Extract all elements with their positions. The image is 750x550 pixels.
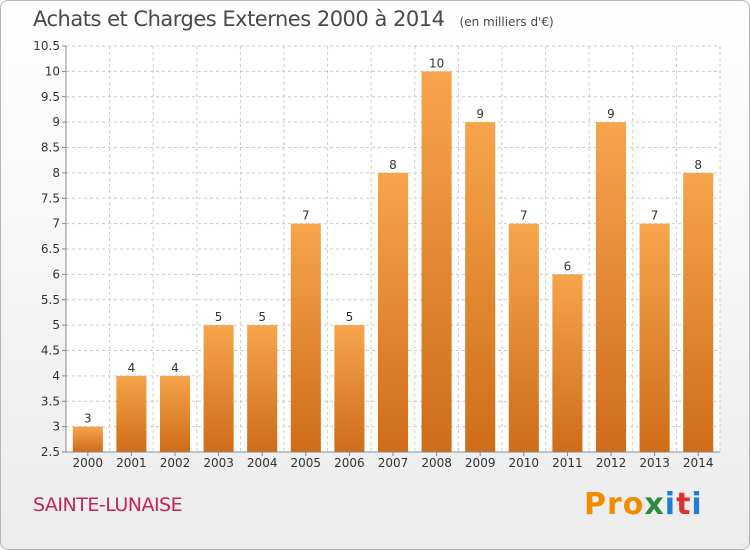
x-tick-label: 2005 bbox=[291, 456, 322, 470]
x-tick-label: 2011 bbox=[552, 456, 583, 470]
y-tick-label: 8 bbox=[52, 166, 60, 180]
bar-value-label: 7 bbox=[302, 209, 310, 223]
x-tick-label: 2013 bbox=[639, 456, 670, 470]
bar bbox=[639, 223, 670, 452]
bar bbox=[508, 223, 539, 452]
y-tick-label: 8.5 bbox=[41, 141, 60, 155]
bar-value-label: 7 bbox=[651, 209, 659, 223]
logo-part: i bbox=[691, 487, 703, 522]
bar-value-label: 7 bbox=[520, 209, 528, 223]
bar-value-label: 10 bbox=[429, 56, 444, 70]
proxiti-logo[interactable]: Proxiti bbox=[584, 487, 703, 522]
x-tick-label: 2002 bbox=[160, 456, 191, 470]
y-tick-label: 2.5 bbox=[41, 445, 60, 459]
logo-part: x bbox=[644, 487, 665, 522]
bar-value-label: 9 bbox=[607, 107, 615, 121]
y-tick-label: 3 bbox=[52, 420, 60, 434]
x-tick-label: 2009 bbox=[465, 456, 496, 470]
x-tick-label: 2003 bbox=[203, 456, 234, 470]
title-row: Achats et Charges Externes 2000 à 2014 (… bbox=[33, 7, 554, 31]
bar-value-label: 4 bbox=[128, 361, 136, 375]
bar bbox=[683, 172, 714, 452]
bar bbox=[116, 375, 147, 452]
bar-value-label: 8 bbox=[389, 158, 397, 172]
y-tick-label: 7 bbox=[52, 217, 60, 231]
bar-value-label: 3 bbox=[84, 412, 92, 426]
y-tick-label: 6 bbox=[52, 267, 60, 281]
x-tick-label: 2001 bbox=[116, 456, 147, 470]
y-tick-label: 4 bbox=[52, 369, 60, 383]
bar bbox=[595, 122, 627, 452]
y-tick-label: 7.5 bbox=[41, 191, 60, 205]
bar bbox=[552, 274, 583, 452]
y-tick-label: 5.5 bbox=[41, 293, 60, 307]
chart-title: Achats et Charges Externes 2000 à 2014 bbox=[33, 7, 445, 31]
logo-part: i bbox=[664, 487, 677, 522]
x-tick-label: 2006 bbox=[334, 456, 365, 470]
y-tick-label: 3.5 bbox=[41, 394, 60, 408]
y-tick-label: 6.5 bbox=[41, 242, 60, 256]
bar bbox=[203, 325, 234, 452]
bar-value-label: 9 bbox=[476, 107, 484, 121]
bar bbox=[421, 71, 452, 452]
y-tick-label: 9.5 bbox=[41, 90, 60, 104]
bar bbox=[334, 325, 365, 452]
bar-value-label: 6 bbox=[564, 259, 572, 273]
x-tick-label: 2004 bbox=[247, 456, 278, 470]
x-tick-label: 2012 bbox=[596, 456, 627, 470]
x-tick-label: 2007 bbox=[378, 456, 409, 470]
x-tick-label: 2010 bbox=[509, 456, 540, 470]
commune-name: SAINTE-LUNAISE bbox=[33, 494, 183, 516]
bar bbox=[290, 223, 321, 452]
y-tick-label: 10.5 bbox=[33, 39, 60, 53]
y-tick-label: 9 bbox=[52, 115, 60, 129]
bar bbox=[377, 172, 409, 452]
y-tick-label: 4.5 bbox=[41, 344, 60, 358]
bar bbox=[465, 122, 496, 452]
bar bbox=[247, 325, 278, 452]
bar bbox=[72, 426, 103, 452]
label-layer: 3 4 4 5 5 7 5 8 10 9 7 6 9 7 8 bbox=[84, 56, 702, 425]
logo-part: t bbox=[676, 487, 692, 522]
bar-value-label: 5 bbox=[215, 310, 223, 324]
bar-value-label: 5 bbox=[346, 310, 354, 324]
bar bbox=[159, 375, 191, 452]
axis-layer: 2.5 3 3.5 4 4.5 5 5.5 6 6.5 7 7.5 8 8.5 9 9.5 10 10.5 200… bbox=[33, 39, 720, 470]
chart-unit: (en milliers d'€) bbox=[459, 15, 554, 29]
bar-value-label: 5 bbox=[258, 310, 266, 324]
x-tick-label: 2000 bbox=[73, 456, 104, 470]
bar-value-label: 8 bbox=[694, 158, 702, 172]
x-tick-label: 2014 bbox=[683, 456, 714, 470]
bar-value-label: 4 bbox=[171, 361, 179, 375]
logo-part: Pro bbox=[584, 487, 645, 522]
x-tick-label: 2008 bbox=[421, 456, 452, 470]
y-tick-label: 10 bbox=[45, 64, 60, 78]
y-tick-label: 5 bbox=[52, 318, 60, 332]
bar-layer bbox=[72, 71, 714, 452]
